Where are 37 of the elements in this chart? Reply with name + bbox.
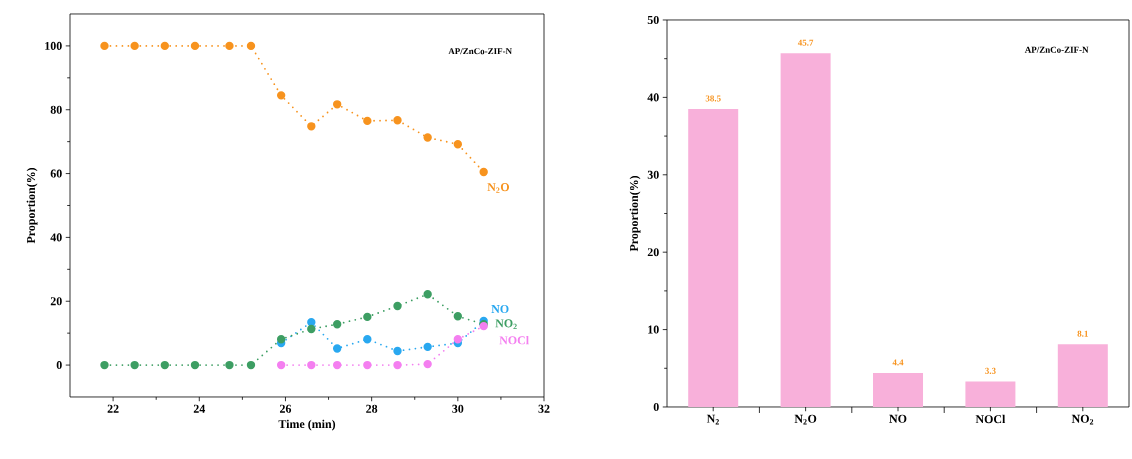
series-label: NOCl	[499, 335, 529, 345]
y-tick-label: 0	[653, 402, 659, 412]
y-tick-label: 40	[50, 233, 62, 242]
data-label: 3.3	[985, 367, 996, 374]
series-label: NO	[491, 305, 509, 314]
data-label: 45.7	[797, 39, 814, 46]
y-tick-label: 80	[50, 105, 62, 114]
x-tick-label: 30	[452, 404, 464, 413]
y-tick-label: 10	[648, 325, 659, 334]
data-label: 38.5	[705, 95, 721, 102]
x-tick-label: 28	[366, 404, 378, 413]
y-tick-label: 30	[647, 170, 659, 179]
x-axis-title: Time (min)	[278, 419, 336, 431]
annotation: AP/ZnCo-ZIF-N	[448, 48, 512, 55]
y-tick-label: 60	[50, 169, 62, 178]
series-label: N$_{2}$O	[487, 183, 510, 193]
annotation: AP/ZnCo-ZIF-N	[1024, 46, 1089, 53]
data-label: 4.4	[892, 359, 904, 366]
x-tick-label: 32	[538, 404, 550, 413]
x-tick-label: 22	[107, 404, 119, 413]
x-tick-label: NOCl	[975, 414, 1006, 424]
y-axis-title: Proportion(%)	[26, 167, 38, 244]
x-tick-label: NO$_{2}$	[1071, 414, 1094, 425]
data-label: 8.1	[1077, 330, 1088, 337]
x-tick-label: N$_{2}$	[706, 414, 719, 425]
x-tick-label: N$_{2}$O	[794, 414, 817, 425]
series-label: NO$_{2}$	[495, 319, 517, 330]
x-tick-label: NO	[889, 414, 907, 423]
y-tick-label: 40	[647, 93, 659, 102]
y-tick-label: 100	[45, 41, 62, 50]
x-tick-label: 26	[279, 404, 292, 413]
y-tick-label: 20	[647, 248, 659, 257]
y-axis-title: Proportion(%)	[629, 175, 641, 252]
y-tick-label: 20	[50, 297, 62, 306]
y-tick-label: 50	[647, 15, 659, 25]
x-tick-label: 24	[193, 404, 206, 413]
y-tick-label: 0	[56, 361, 62, 370]
